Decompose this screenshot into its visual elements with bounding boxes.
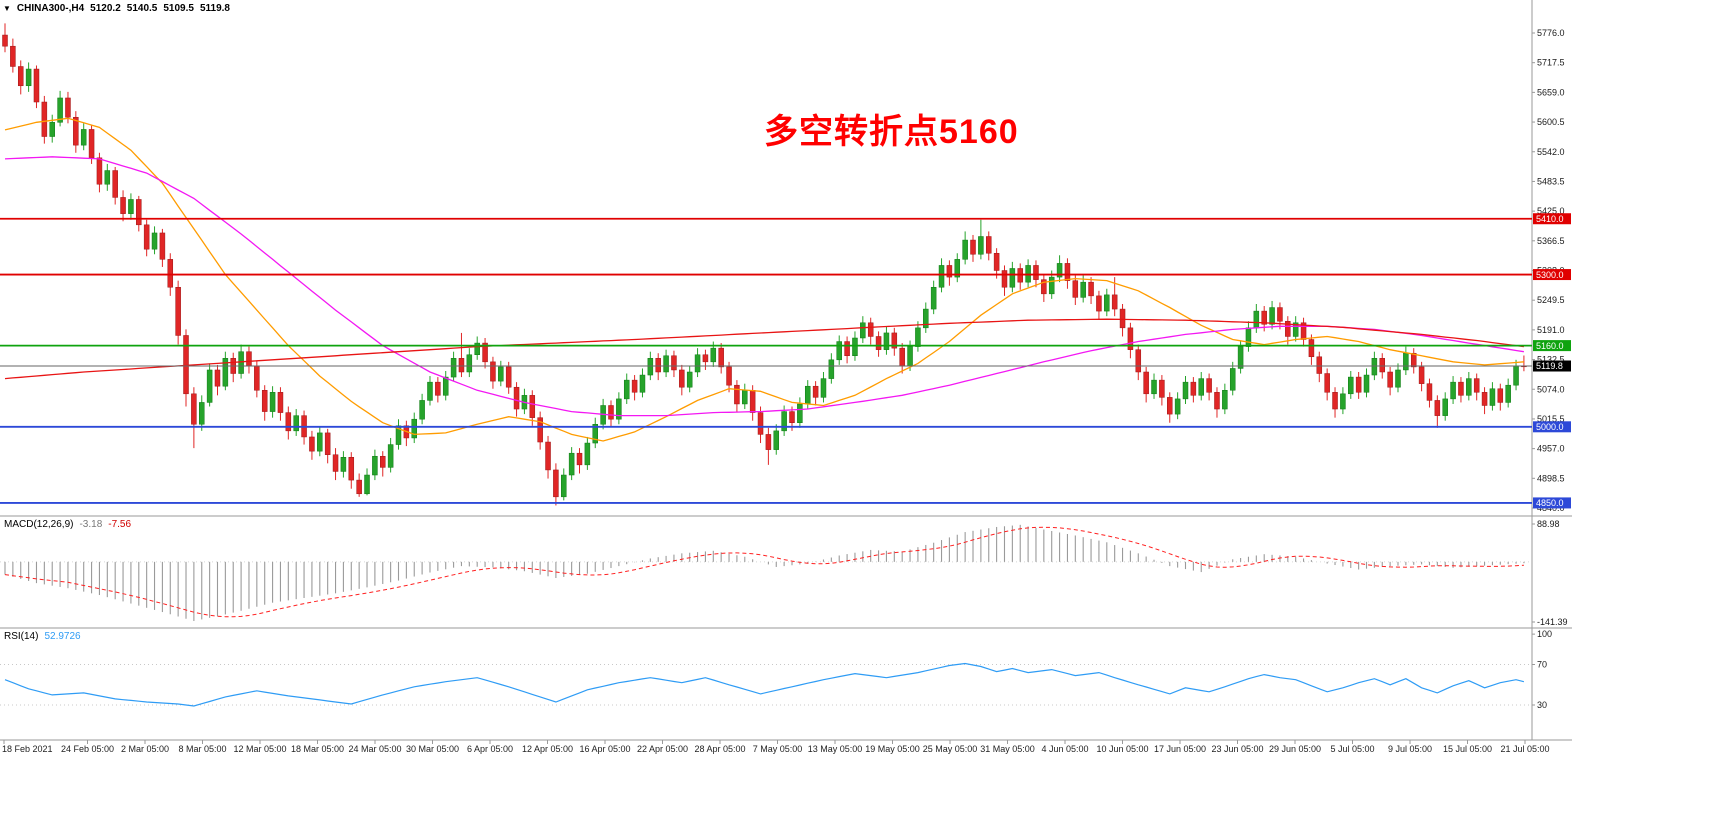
svg-text:17 Jun 05:00: 17 Jun 05:00 bbox=[1154, 744, 1206, 754]
time-axis: 18 Feb 2021 24 Feb 05:00 2 Mar 05:00 8 Mar … bbox=[2, 740, 1550, 754]
svg-text:8 Mar 05:00: 8 Mar 05:00 bbox=[178, 744, 226, 754]
svg-text:5483.5: 5483.5 bbox=[1537, 176, 1565, 186]
svg-text:5119.8: 5119.8 bbox=[1536, 361, 1563, 371]
candles-layer bbox=[2, 23, 1527, 506]
svg-text:5074.0: 5074.0 bbox=[1537, 384, 1565, 394]
price-tag bbox=[1533, 213, 1571, 225]
rsi-panel: 100 70 30 bbox=[0, 629, 1552, 710]
macd-panel: 88.98 -141.39 bbox=[0, 519, 1568, 627]
rsi-label: RSI(14) 52.9726 bbox=[4, 631, 81, 642]
svg-text:28 Apr 05:00: 28 Apr 05:00 bbox=[694, 744, 745, 754]
svg-text:22 Apr 05:00: 22 Apr 05:00 bbox=[637, 744, 688, 754]
price-tag bbox=[1533, 421, 1571, 433]
svg-text:31 May 05:00: 31 May 05:00 bbox=[980, 744, 1035, 754]
svg-text:5659.0: 5659.0 bbox=[1537, 87, 1565, 97]
svg-text:5015.5: 5015.5 bbox=[1537, 414, 1565, 424]
svg-text:5366.5: 5366.5 bbox=[1537, 236, 1565, 246]
svg-text:13 May 05:00: 13 May 05:00 bbox=[808, 744, 863, 754]
bar-high-value: 5140.5 bbox=[126, 3, 158, 14]
svg-text:19 May 05:00: 19 May 05:00 bbox=[865, 744, 920, 754]
svg-text:6 Apr 05:00: 6 Apr 05:00 bbox=[467, 744, 513, 754]
svg-text:70: 70 bbox=[1537, 660, 1547, 670]
svg-text:2 Mar 05:00: 2 Mar 05:00 bbox=[121, 744, 169, 754]
rsi-value: 52.9726 bbox=[44, 631, 81, 642]
svg-text:24 Feb 05:00: 24 Feb 05:00 bbox=[61, 744, 114, 754]
macd-main-value: -3.18 bbox=[79, 519, 103, 530]
current-price-tag bbox=[1533, 360, 1571, 372]
svg-text:30: 30 bbox=[1537, 700, 1547, 710]
bar-low-value: 5109.5 bbox=[163, 3, 194, 14]
chevron-down-icon[interactable]: ▼ bbox=[3, 4, 11, 13]
rsi-name: RSI(14) bbox=[4, 631, 39, 642]
panel-borders bbox=[0, 0, 1572, 741]
svg-text:5000.0: 5000.0 bbox=[1536, 422, 1564, 432]
svg-text:12 Apr 05:00: 12 Apr 05:00 bbox=[522, 744, 573, 754]
svg-text:16 Apr 05:00: 16 Apr 05:00 bbox=[579, 744, 630, 754]
ma-lines-layer bbox=[4, 117, 1524, 442]
svg-text:21 Jul 05:00: 21 Jul 05:00 bbox=[1500, 744, 1549, 754]
macd-label: MACD(12,26,9) -3.18 -7.56 bbox=[4, 519, 131, 530]
ma-fast-orange bbox=[4, 117, 1524, 442]
symbol-name: CHINA300-,H4 bbox=[16, 3, 85, 14]
annotation-text: 多空转折点5160 bbox=[764, 113, 1019, 151]
svg-text:5717.5: 5717.5 bbox=[1537, 58, 1565, 68]
svg-text:4957.0: 4957.0 bbox=[1537, 444, 1565, 454]
svg-text:30 Mar 05:00: 30 Mar 05:00 bbox=[406, 744, 459, 754]
bar-open-value: 5120.2 bbox=[90, 3, 121, 14]
svg-text:18 Mar 05:00: 18 Mar 05:00 bbox=[291, 744, 344, 754]
macd-signal-value: -7.56 bbox=[108, 519, 132, 530]
svg-text:5410.0: 5410.0 bbox=[1536, 214, 1564, 224]
ma-mid-magenta bbox=[4, 156, 1524, 417]
macd-name: MACD(12,26,9) bbox=[4, 519, 74, 530]
svg-text:5542.0: 5542.0 bbox=[1537, 147, 1565, 157]
svg-text:5300.0: 5300.0 bbox=[1536, 270, 1564, 280]
price-tag bbox=[1533, 497, 1571, 509]
svg-text:100: 100 bbox=[1537, 629, 1552, 639]
svg-text:4 Jun 05:00: 4 Jun 05:00 bbox=[1041, 744, 1088, 754]
hlines-layer: 5410.0 5300.0 5160.0 5000.0 4850.0 5119.8 bbox=[0, 213, 1571, 509]
svg-text:5425.0: 5425.0 bbox=[1537, 206, 1565, 216]
svg-text:4850.0: 4850.0 bbox=[1536, 498, 1564, 508]
svg-text:5776.0: 5776.0 bbox=[1537, 28, 1565, 38]
svg-text:5132.5: 5132.5 bbox=[1537, 355, 1565, 365]
svg-text:-141.39: -141.39 bbox=[1537, 617, 1568, 627]
svg-text:7 May 05:00: 7 May 05:00 bbox=[753, 744, 803, 754]
svg-text:25 May 05:00: 25 May 05:00 bbox=[923, 744, 978, 754]
svg-text:5 Jul 05:00: 5 Jul 05:00 bbox=[1330, 744, 1374, 754]
ma-slow-red bbox=[4, 318, 1524, 380]
svg-text:18 Feb 2021: 18 Feb 2021 bbox=[2, 744, 53, 754]
svg-text:88.98: 88.98 bbox=[1537, 519, 1560, 529]
svg-text:23 Jun 05:00: 23 Jun 05:00 bbox=[1211, 744, 1263, 754]
price-tag bbox=[1533, 269, 1571, 281]
svg-text:5191.0: 5191.0 bbox=[1537, 325, 1565, 335]
svg-text:5600.5: 5600.5 bbox=[1537, 117, 1565, 127]
svg-text:9 Jul 05:00: 9 Jul 05:00 bbox=[1388, 744, 1432, 754]
svg-text:12 Mar 05:00: 12 Mar 05:00 bbox=[233, 744, 286, 754]
svg-text:10 Jun 05:00: 10 Jun 05:00 bbox=[1096, 744, 1148, 754]
bar-close-value: 5119.8 bbox=[199, 3, 230, 14]
svg-text:5160.0: 5160.0 bbox=[1536, 341, 1564, 351]
svg-text:29 Jun 05:00: 29 Jun 05:00 bbox=[1269, 744, 1321, 754]
svg-text:5249.5: 5249.5 bbox=[1537, 295, 1565, 305]
symbol-header: ▼ CHINA300-,H4 5120.2 5140.5 5109.5 5119… bbox=[3, 3, 230, 14]
svg-text:15 Jul 05:00: 15 Jul 05:00 bbox=[1443, 744, 1492, 754]
price-tag bbox=[1533, 340, 1571, 352]
svg-text:24 Mar 05:00: 24 Mar 05:00 bbox=[348, 744, 401, 754]
svg-text:4898.5: 4898.5 bbox=[1537, 473, 1565, 483]
